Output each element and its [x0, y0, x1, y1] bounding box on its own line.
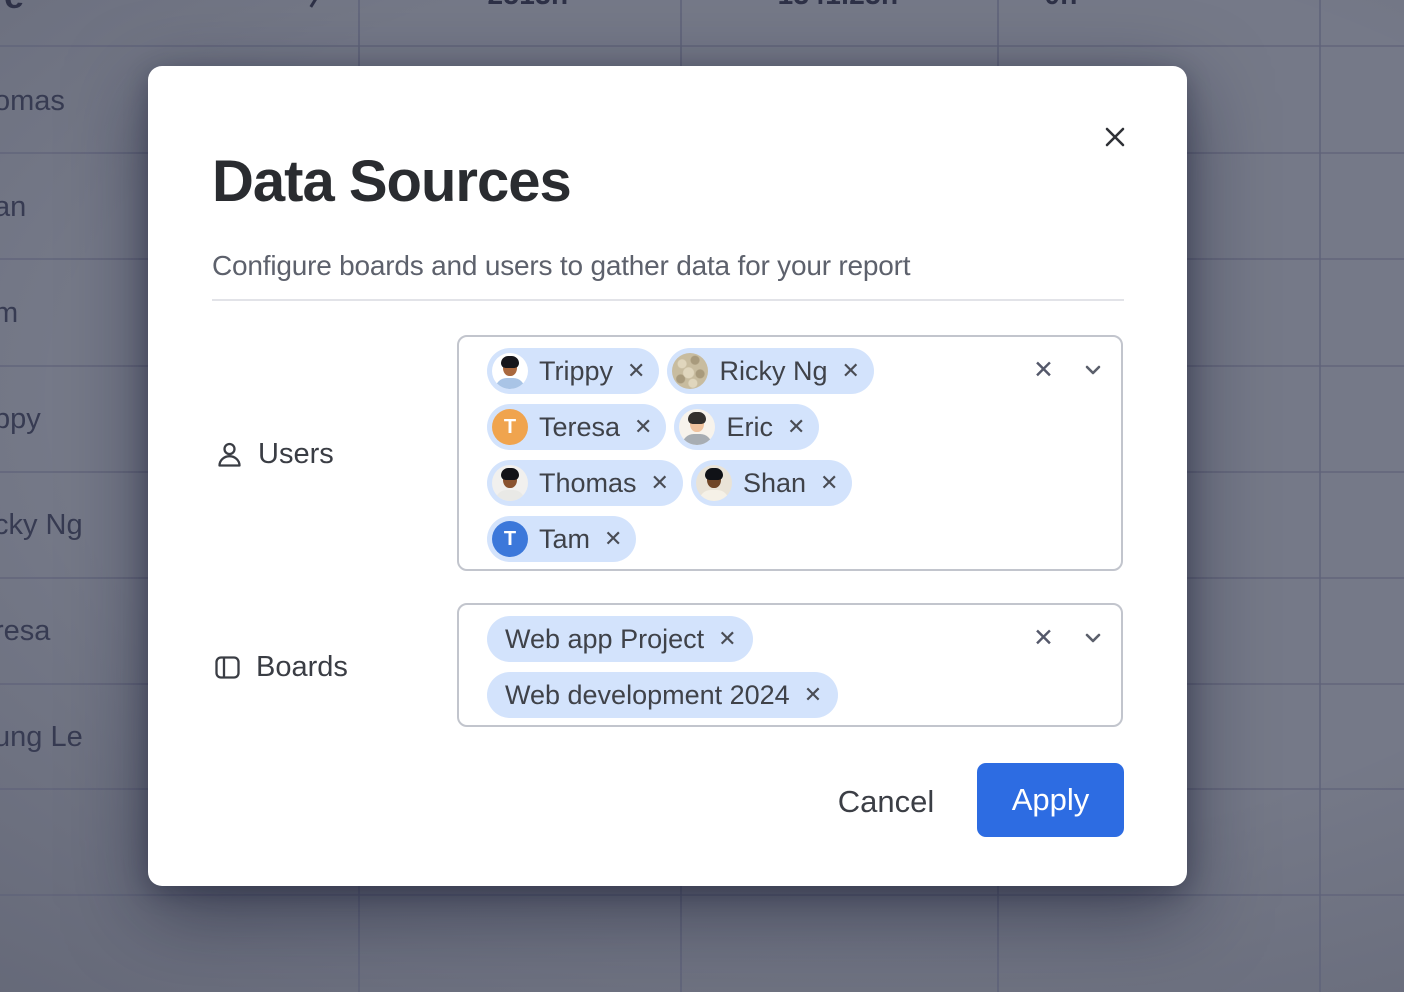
- data-sources-modal: Data Sources Configure boards and users …: [148, 66, 1187, 886]
- close-icon: [1105, 127, 1125, 147]
- avatar: T: [492, 521, 528, 557]
- board-icon: [215, 656, 240, 679]
- chip-remove-icon[interactable]: ✕: [650, 470, 669, 495]
- chevron-down-icon[interactable]: [1081, 626, 1105, 650]
- user-chip[interactable]: Shan ✕: [690, 460, 853, 506]
- avatar: [679, 409, 716, 445]
- cancel-button[interactable]: Cancel: [811, 776, 961, 828]
- boards-box-controls: ✕: [1033, 605, 1105, 671]
- chip-label: Tam: [539, 523, 591, 554]
- avatar: [672, 353, 709, 389]
- close-button[interactable]: [1097, 119, 1133, 155]
- chip-remove-icon[interactable]: ✕: [820, 470, 839, 495]
- background-row-label: ung Le: [0, 721, 83, 753]
- background-partial-mark: [309, 0, 320, 8]
- chip-remove-icon[interactable]: ✕: [718, 626, 737, 651]
- users-multiselect[interactable]: Trippy ✕ Ricky Ng ✕ T Teresa ✕ Eric ✕ Thomas ✕ Shan…: [457, 335, 1123, 571]
- background-row-label: omas: [0, 85, 65, 117]
- chip-remove-icon[interactable]: ✕: [786, 414, 806, 439]
- board-chip[interactable]: Web app Project ✕: [487, 616, 753, 662]
- background-row-label: an: [0, 191, 27, 223]
- user-chip[interactable]: T Teresa ✕: [487, 404, 667, 450]
- divider: [212, 299, 1124, 301]
- boards-field-label: Boards: [214, 651, 348, 684]
- avatar: T: [492, 409, 528, 445]
- chip-remove-icon[interactable]: ✕: [841, 358, 860, 383]
- page-title: Data Sources: [212, 149, 572, 214]
- background-column-header: 2513h: [488, 0, 569, 11]
- chip-row: Trippy ✕ Ricky Ng ✕: [487, 348, 874, 394]
- background-row-label: ppy: [0, 403, 41, 435]
- chip-label: Thomas: [539, 467, 637, 498]
- users-chips-area: Trippy ✕ Ricky Ng ✕ T Teresa ✕ Eric ✕ Thomas ✕ Shan…: [487, 348, 874, 562]
- grid-vline: [1319, 0, 1321, 992]
- background-partial-glyph: e: [4, 0, 24, 17]
- person-icon: [218, 442, 241, 467]
- chip-label: Shan: [742, 467, 807, 498]
- chevron-down-icon[interactable]: [1081, 358, 1105, 382]
- chip-label: Ricky Ng: [719, 355, 828, 386]
- chip-label: Eric: [726, 411, 773, 442]
- page-subtitle: Configure boards and users to gather dat…: [212, 250, 911, 281]
- avatar: [492, 465, 528, 501]
- chip-row: Thomas ✕ Shan ✕: [487, 460, 853, 506]
- chip-label: Teresa: [539, 411, 621, 442]
- users-field-label: Users: [216, 438, 334, 471]
- boards-multiselect[interactable]: Web app Project ✕ Web development 2024 ✕ ✕: [457, 603, 1123, 727]
- board-chip[interactable]: Web development 2024 ✕: [487, 672, 839, 718]
- users-label-text: Users: [258, 438, 334, 470]
- chip-row: T Teresa ✕ Eric ✕: [487, 404, 820, 450]
- background-row-label: cky Ng: [0, 509, 83, 541]
- background-column-header: 0h: [1044, 0, 1077, 11]
- chip-remove-icon[interactable]: ✕: [634, 414, 653, 439]
- users-box-controls: ✕: [1033, 337, 1105, 403]
- user-chip[interactable]: T Tam ✕: [487, 516, 637, 562]
- boards-label-text: Boards: [256, 651, 348, 683]
- grid-hline: [0, 45, 1404, 47]
- apply-button[interactable]: Apply: [977, 763, 1124, 837]
- background-row-label: m: [0, 297, 19, 329]
- avatar: [492, 353, 528, 389]
- user-chip[interactable]: Trippy ✕: [487, 348, 660, 394]
- user-chip[interactable]: Eric ✕: [674, 404, 820, 450]
- user-chip[interactable]: Ricky Ng ✕: [667, 348, 874, 394]
- user-chip[interactable]: Thomas ✕: [487, 460, 683, 506]
- grid-hline: [0, 894, 1404, 896]
- chip-remove-icon[interactable]: ✕: [604, 526, 623, 551]
- users-clear-all-icon[interactable]: ✕: [1033, 355, 1054, 384]
- chip-remove-icon[interactable]: ✕: [803, 682, 823, 707]
- chip-row: T Tam ✕: [487, 516, 637, 562]
- chip-label: Trippy: [539, 355, 614, 386]
- chip-remove-icon[interactable]: ✕: [627, 358, 646, 383]
- avatar: [695, 465, 732, 501]
- boards-clear-all-icon[interactable]: ✕: [1033, 623, 1054, 652]
- background-column-header: 1341.25h: [778, 0, 899, 11]
- chip-label: Web app Project: [505, 623, 705, 654]
- chip-label: Web development 2024: [505, 679, 790, 710]
- background-row-label: resa: [0, 615, 51, 647]
- boards-chips-area: Web app Project ✕ Web development 2024 ✕: [487, 616, 839, 718]
